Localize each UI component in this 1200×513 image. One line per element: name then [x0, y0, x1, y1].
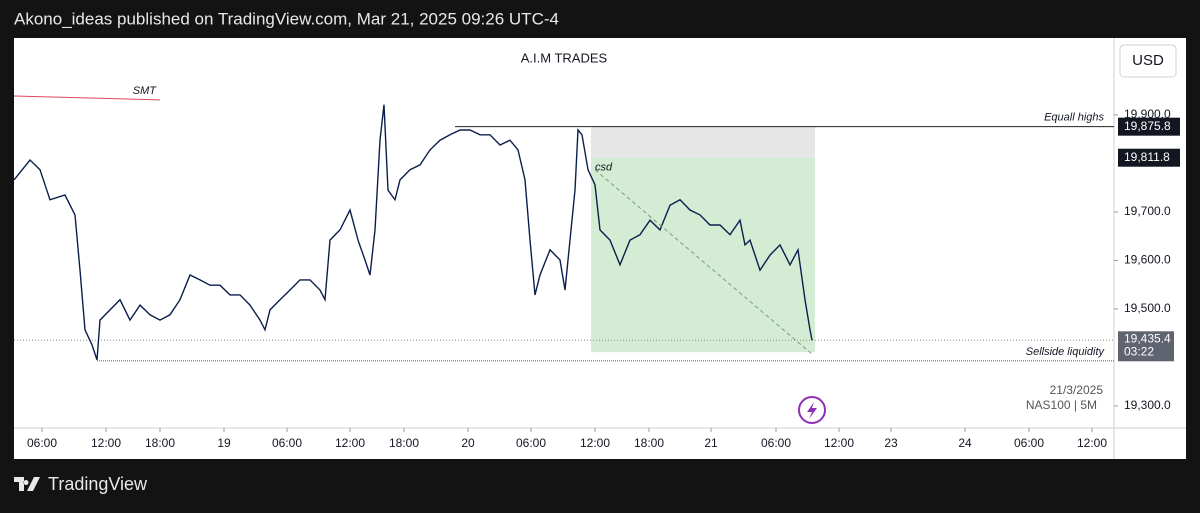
chart-date: 21/3/2025 [1050, 383, 1104, 397]
x-tick-label: 24 [958, 436, 972, 450]
price-tag-label: 19,811.8 [1124, 150, 1170, 164]
y-tick-label: 19,500.0 [1124, 301, 1171, 315]
footer-brand: TradingView [48, 474, 148, 494]
trend-line [594, 169, 813, 355]
chart-symbol: NAS100 | 5M [1026, 398, 1097, 412]
plot: 19,300.0 19,500.0 19,600.0 19,700.0 19,900.0… [13, 85, 1180, 450]
y-tick-label: 19,600.0 [1124, 253, 1171, 267]
x-tick-label: 12:00 [91, 436, 121, 450]
x-tick-label: 06:00 [1014, 436, 1044, 450]
y-tick-label: 19,700.0 [1124, 204, 1171, 218]
price-tag-label: 19,875.8 [1124, 119, 1171, 133]
chart-title: A.I.M TRADES [521, 50, 608, 65]
alert-icon[interactable] [798, 396, 826, 424]
publish-header: Akono_ideas published on TradingView.com… [14, 9, 559, 28]
currency: USD [1132, 52, 1164, 69]
smt-label: SMT [133, 85, 158, 97]
x-tick-label: 06:00 [272, 436, 302, 450]
x-tick-label: 18:00 [634, 436, 664, 450]
trend-label: csd [595, 162, 613, 174]
x-tick-label: 12:00 [335, 436, 365, 450]
x-tick-label: 19 [217, 436, 231, 450]
x-tick-label: 21 [704, 436, 718, 450]
x-tick-label: 12:00 [1077, 436, 1107, 450]
x-tick-label: 06:00 [761, 436, 791, 450]
x-tick-label: 12:00 [580, 436, 610, 450]
y-tick-label: 19,300.0 [1124, 398, 1171, 412]
x-tick-label: 06:00 [27, 436, 57, 450]
price-line [13, 104, 813, 361]
y-tick-label: 19,900.0 [1124, 107, 1171, 121]
last-price-tag [1118, 331, 1174, 362]
zone [591, 157, 815, 353]
last-price-label: 19,435.4 [1124, 331, 1171, 345]
x-tick-label: 06:00 [516, 436, 546, 450]
price-tag [1118, 117, 1180, 136]
x-tick-label: 12:00 [824, 436, 854, 450]
x-tick-label: 20 [461, 436, 475, 450]
level-label: Equall highs [1044, 112, 1104, 124]
level-label: Sellside liquidity [1026, 346, 1106, 358]
x-tick-label: 18:00 [145, 436, 175, 450]
x-tick-label: 18:00 [389, 436, 419, 450]
smt-line [13, 95, 161, 101]
logo-icon [14, 477, 40, 491]
countdown: 03:22 [1124, 344, 1154, 358]
currency-button[interactable] [1119, 44, 1177, 78]
alert-bolt [807, 402, 817, 419]
x-tick-label: 23 [884, 436, 898, 450]
price-tag [1118, 148, 1180, 167]
zone [591, 126, 815, 158]
